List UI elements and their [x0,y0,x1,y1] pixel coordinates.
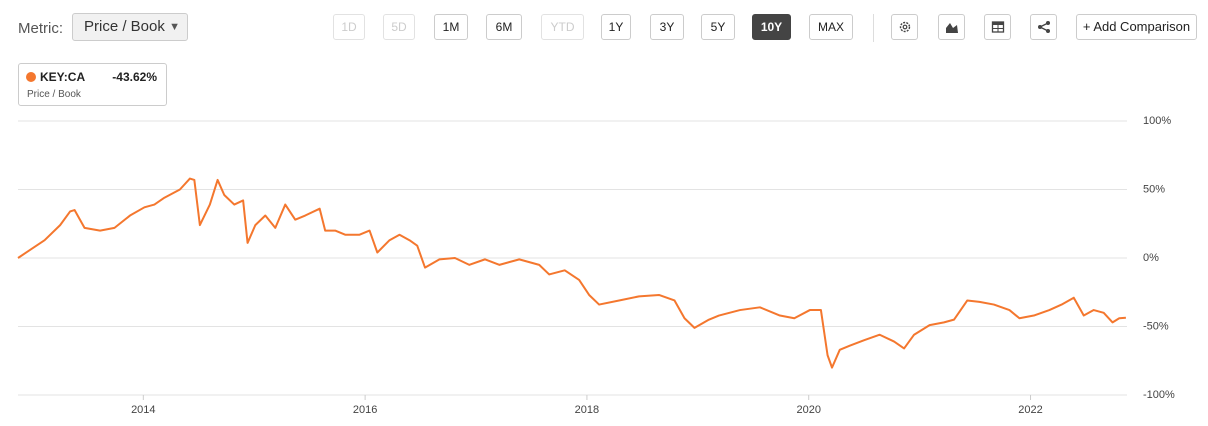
y-tick-label: -100% [1143,389,1175,401]
metric-label: Metric: [18,20,63,37]
x-tick-label: 2014 [131,404,155,416]
settings-button[interactable] [891,14,918,40]
x-tick-label: 2022 [1018,404,1042,416]
y-tick-label: 100% [1143,115,1171,127]
range-button[interactable]: 10Y [752,14,791,40]
table-button[interactable] [984,14,1011,40]
range-button: YTD [541,14,584,40]
legend-swatch [26,72,36,82]
add-comparison-button[interactable]: + Add Comparison [1076,14,1197,40]
range-button[interactable]: 5Y [701,14,735,40]
range-button[interactable]: 1M [434,14,468,40]
y-tick-label: -50% [1143,320,1169,332]
range-button: 5D [383,14,415,40]
series-line [17,177,1126,369]
range-button[interactable]: MAX [809,14,853,40]
range-button: 1D [333,14,365,40]
range-button[interactable]: 1Y [601,14,631,40]
legend: KEY:CA -43.62% Price / Book [18,63,167,106]
metric-dropdown[interactable]: Price / Book ▼ [72,13,188,41]
x-tick-label: 2018 [575,404,599,416]
y-tick-label: 0% [1143,252,1159,264]
share-button[interactable] [1030,14,1057,40]
chart-type-button[interactable] [938,14,965,40]
metric-value: Price / Book [84,18,165,35]
separator [873,14,874,42]
legend-change: -43.62% [112,70,157,84]
legend-subtitle: Price / Book [27,89,81,100]
range-button[interactable]: 6M [486,14,522,40]
range-button[interactable]: 3Y [650,14,684,40]
x-tick-label: 2020 [796,404,820,416]
legend-name: KEY:CA [40,70,86,84]
x-tick-label: 2016 [353,404,377,416]
y-tick-label: 50% [1143,183,1165,195]
caret: ▼ [169,21,180,33]
